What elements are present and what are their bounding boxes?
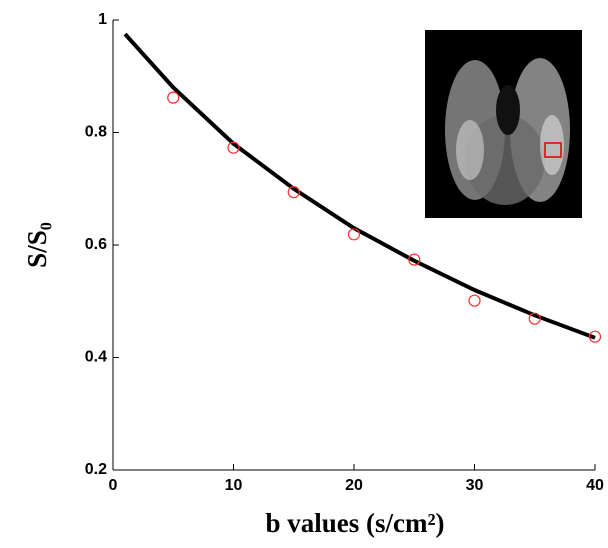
data-point <box>588 330 602 343</box>
y-tick-label: 0.4 <box>85 349 107 366</box>
x-tick-label: 30 <box>466 477 484 494</box>
fit-line <box>123 32 596 340</box>
x-tick-label: 0 <box>109 477 118 494</box>
data-point <box>287 186 300 199</box>
x-tick-label: 40 <box>586 477 604 494</box>
x-tick-label: 10 <box>225 477 243 494</box>
y-tick-label: 0.8 <box>85 124 107 141</box>
inset-image <box>425 30 582 218</box>
data-point <box>528 312 541 325</box>
y-tick-label: 0.6 <box>85 236 107 253</box>
y-axis-label: S/S₀ <box>22 222 52 268</box>
data-point <box>347 228 361 241</box>
data-point <box>167 91 180 104</box>
x-tick-label: 20 <box>345 477 363 494</box>
data-point <box>408 253 421 266</box>
data-point <box>468 294 481 307</box>
y-tick-label: 0.2 <box>85 461 107 478</box>
data-point <box>227 141 240 154</box>
y-tick-label: 1 <box>98 11 107 28</box>
x-axis-label: b values (s/cm²) <box>265 508 444 538</box>
